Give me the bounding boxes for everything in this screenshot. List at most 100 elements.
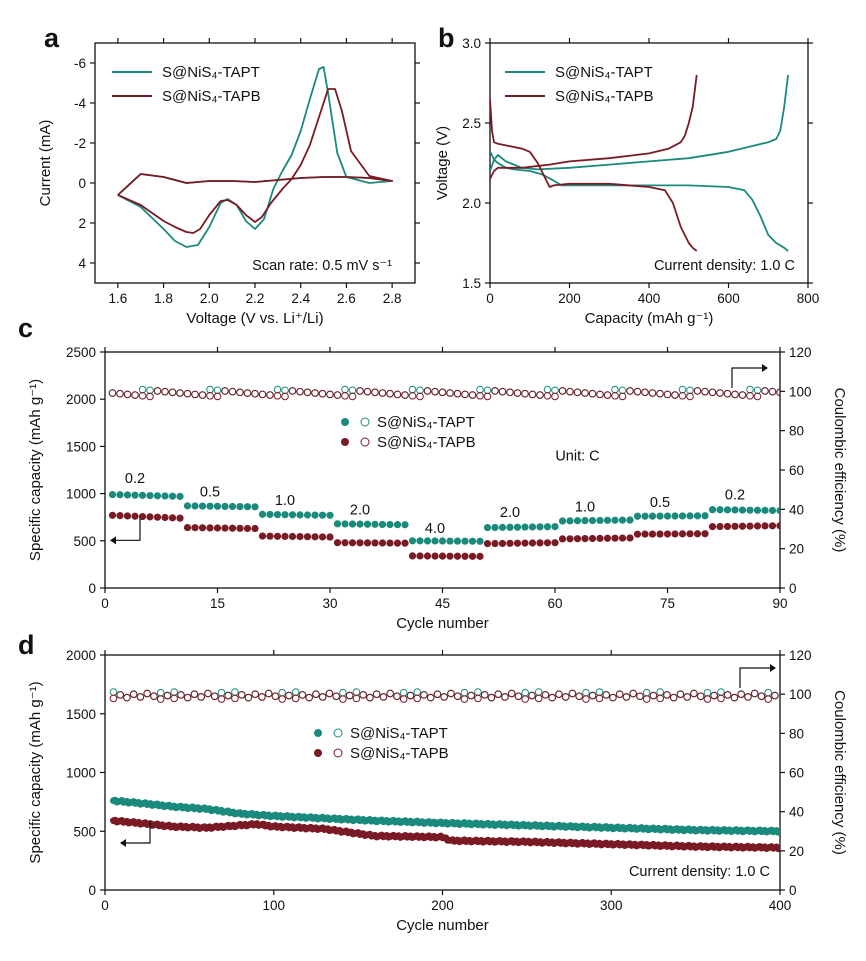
ce-point xyxy=(198,391,207,399)
y-tick-label: 500 xyxy=(73,534,96,549)
ce-point xyxy=(595,694,604,703)
rate-label: 0.2 xyxy=(725,487,745,503)
annotation: Current density: 1.0 C xyxy=(654,258,795,274)
ce-point xyxy=(408,385,417,394)
legend-label: S@NiS₄-TAPB xyxy=(555,88,654,105)
legend-marker-open xyxy=(333,728,343,738)
ce-point xyxy=(339,688,347,697)
ce-point xyxy=(498,387,507,396)
data-point xyxy=(326,511,334,519)
y-axis-label: Current (mA) xyxy=(37,120,54,207)
data-point xyxy=(513,523,522,531)
ce-point xyxy=(468,391,477,399)
data-point xyxy=(183,502,192,510)
data-point xyxy=(776,522,780,530)
ce-point xyxy=(273,391,282,400)
x-tick-label: 0 xyxy=(101,898,109,913)
ce-point xyxy=(543,385,552,394)
data-point xyxy=(318,533,327,541)
data-point xyxy=(288,532,297,541)
data-point xyxy=(273,532,282,540)
series-line xyxy=(490,74,789,172)
y2-tick-label: 0 xyxy=(789,883,797,898)
ce-point xyxy=(582,688,590,697)
ce-point xyxy=(703,688,712,697)
y2-tick-label: 20 xyxy=(789,542,804,557)
y2-tick-label: 120 xyxy=(789,648,812,663)
ce-point xyxy=(399,695,408,703)
data-point xyxy=(416,552,424,560)
data-point xyxy=(776,844,780,852)
ce-point xyxy=(768,387,777,396)
data-point xyxy=(731,522,739,530)
data-point xyxy=(738,522,747,530)
data-point xyxy=(431,537,439,545)
ce-point xyxy=(683,693,691,701)
data-point xyxy=(251,524,259,533)
ce-point xyxy=(413,694,421,703)
ce-point xyxy=(648,389,657,397)
y-tick-label: 1000 xyxy=(66,766,96,781)
ce-point xyxy=(447,689,455,698)
ce-point xyxy=(723,691,732,699)
ce-point xyxy=(150,692,158,701)
y2-tick-label: 60 xyxy=(789,463,804,478)
data-point xyxy=(663,530,672,538)
panel-label-d: d xyxy=(18,630,35,660)
ce-point xyxy=(453,692,462,701)
ce-point xyxy=(543,391,552,400)
ce-point xyxy=(131,391,139,399)
x-axis-label: Voltage (V vs. Li⁺/Li) xyxy=(186,310,323,327)
data-point xyxy=(363,520,372,528)
data-point xyxy=(378,539,387,547)
data-point xyxy=(206,502,214,510)
x-tick-label: 300 xyxy=(600,898,623,913)
ce-point xyxy=(669,693,678,702)
ce-point xyxy=(521,695,529,703)
ce-point xyxy=(551,386,559,395)
y-tick-label: 2000 xyxy=(66,648,96,663)
panel-b: b 0 200 400 600 800 1.5 2.0 2.5 3.0 Capacity (mAh … xyxy=(434,23,819,327)
ce-point xyxy=(656,389,664,398)
y2-tick-label: 0 xyxy=(789,581,797,596)
y2-tick-label: 120 xyxy=(789,345,812,360)
ce-point xyxy=(663,390,672,399)
ce-point xyxy=(618,392,627,401)
data-point xyxy=(266,532,274,540)
data-point xyxy=(243,524,252,533)
ce-point xyxy=(744,693,752,701)
data-point xyxy=(401,539,409,547)
data-point xyxy=(453,552,462,560)
ce-point xyxy=(291,688,300,696)
data-point xyxy=(596,516,604,525)
data-point xyxy=(221,502,229,510)
ce-point xyxy=(506,388,514,397)
data-point xyxy=(633,530,642,538)
ce-point xyxy=(341,385,349,394)
data-point xyxy=(446,552,454,560)
ce-point xyxy=(626,387,634,395)
ce-point xyxy=(723,389,732,398)
legend-label: S@NiS₄-TAPB xyxy=(162,88,261,105)
legend-label: S@NiS₄-TAPT xyxy=(350,725,448,742)
data-point xyxy=(588,534,597,543)
legend-marker-filled xyxy=(341,438,349,446)
ce-point xyxy=(170,694,178,703)
data-point xyxy=(236,524,244,532)
panel-label-c: c xyxy=(18,313,33,343)
ce-point xyxy=(305,693,313,702)
ce-point xyxy=(356,387,364,395)
data-point xyxy=(573,535,582,543)
data-point xyxy=(573,517,582,525)
ce-point xyxy=(641,388,649,397)
ce-point xyxy=(446,389,454,397)
ce-point xyxy=(176,389,184,397)
data-point xyxy=(123,512,132,520)
panel-label-a: a xyxy=(44,23,60,53)
y-tick-label: 2500 xyxy=(66,345,96,360)
data-point xyxy=(491,539,499,548)
y-axis-label: Voltage (V) xyxy=(434,126,451,200)
left-axis-arrow xyxy=(126,821,151,844)
ce-point xyxy=(393,390,402,399)
ce-point xyxy=(690,689,698,698)
